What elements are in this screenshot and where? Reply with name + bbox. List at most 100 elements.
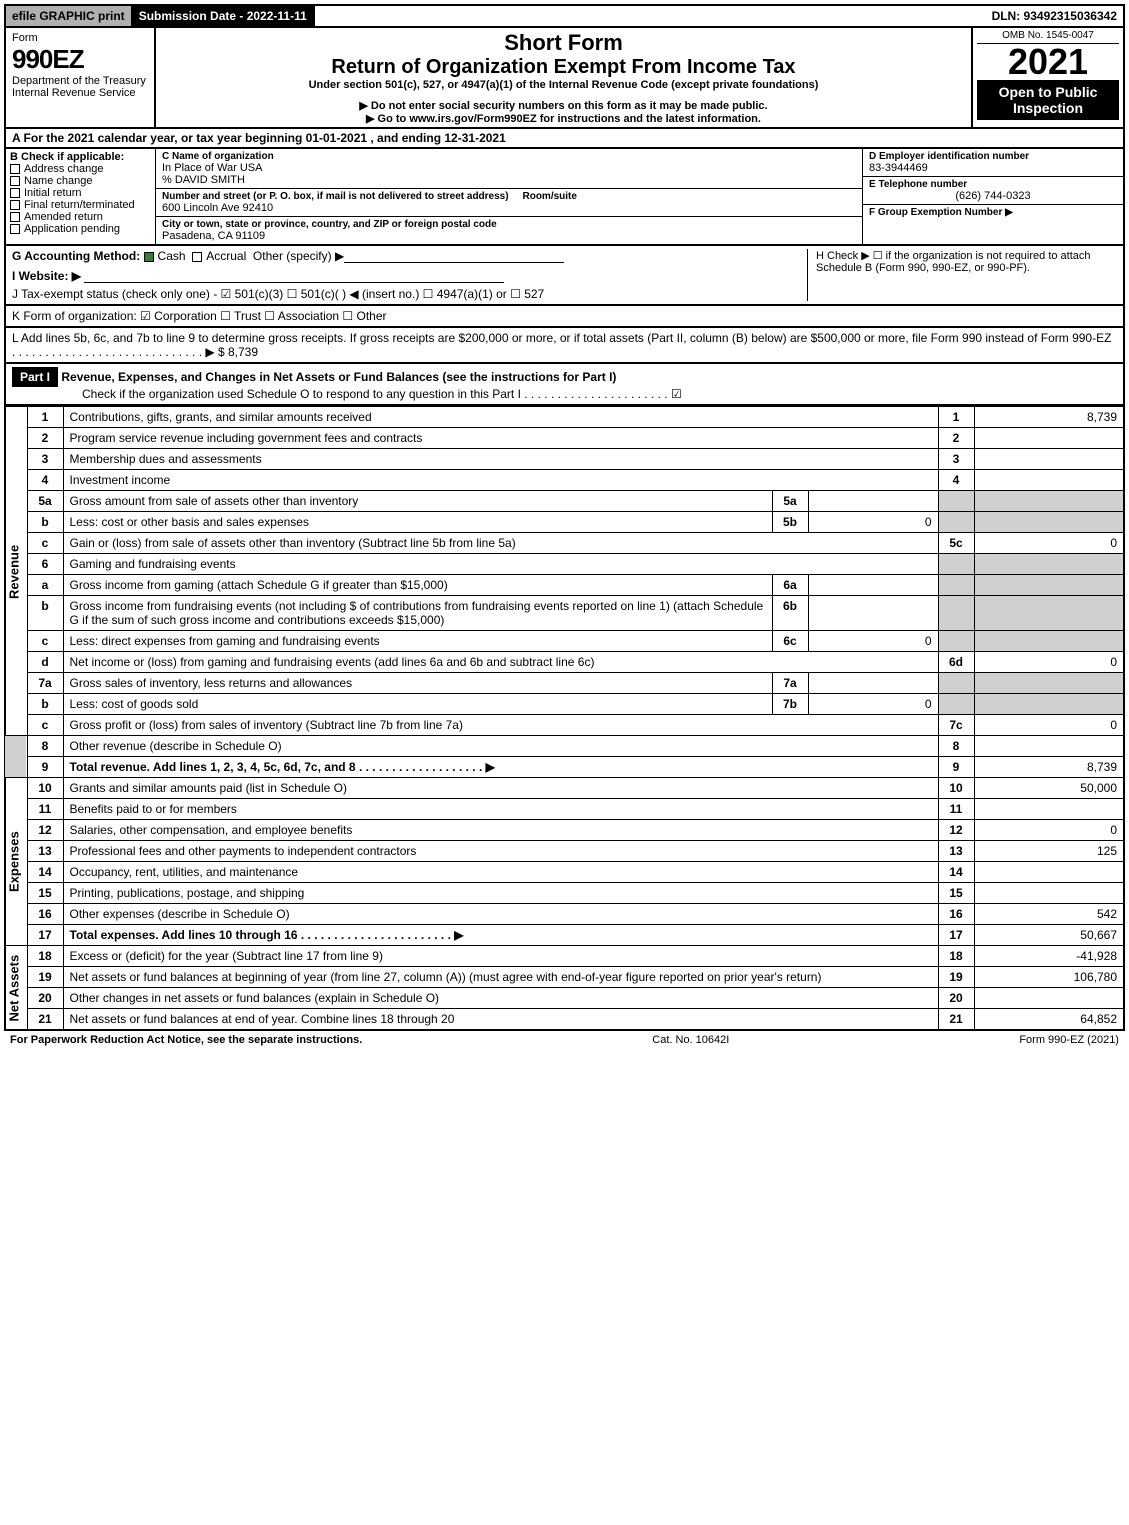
- l5b-num: b: [27, 512, 63, 533]
- l5b-subnum: 5b: [772, 512, 808, 533]
- form-number: 990EZ: [12, 44, 148, 75]
- l17-desc-text: Total expenses. Add lines 10 through 16 …: [70, 928, 464, 942]
- efile-print-button[interactable]: efile GRAPHIC print: [6, 6, 133, 26]
- l6a-amt: [974, 575, 1124, 596]
- form-title: Return of Organization Exempt From Incom…: [162, 56, 965, 79]
- l9-num: 9: [27, 757, 63, 778]
- netassets-vertical-label: Net Assets: [5, 946, 27, 1031]
- l16-amt: 542: [974, 904, 1124, 925]
- header-right: OMB No. 1545-0047 2021 Open to Public In…: [973, 28, 1123, 127]
- l7a-subnum: 7a: [772, 673, 808, 694]
- chk-address-change-label: Address change: [24, 163, 104, 175]
- footer-left: For Paperwork Reduction Act Notice, see …: [10, 1034, 362, 1046]
- l6c-subnum: 6c: [772, 631, 808, 652]
- l3-desc: Membership dues and assessments: [63, 449, 938, 470]
- dept-treasury: Department of the Treasury: [12, 75, 148, 87]
- expenses-vertical-label: Expenses: [5, 778, 27, 946]
- chk-final-return[interactable]: Final return/terminated: [10, 199, 151, 211]
- form-word: Form: [12, 32, 148, 44]
- l14-rnum: 14: [938, 862, 974, 883]
- chk-application-pending[interactable]: Application pending: [10, 223, 151, 235]
- l18-rnum: 18: [938, 946, 974, 967]
- l6b-amt: [974, 596, 1124, 631]
- l17-num: 17: [27, 925, 63, 946]
- chk-cash[interactable]: [144, 252, 154, 262]
- l3-rnum: 3: [938, 449, 974, 470]
- l12-desc: Salaries, other compensation, and employ…: [63, 820, 938, 841]
- l6c-rnum: [938, 631, 974, 652]
- chk-name-change[interactable]: Name change: [10, 175, 151, 187]
- l1-rnum: 1: [938, 407, 974, 428]
- l21-rnum: 21: [938, 1009, 974, 1031]
- l18-amt: -41,928: [974, 946, 1124, 967]
- l8-rnum: 8: [938, 736, 974, 757]
- l8-desc: Other revenue (describe in Schedule O): [63, 736, 938, 757]
- other-specify-input[interactable]: [344, 249, 564, 263]
- part1-title: Revenue, Expenses, and Changes in Net As…: [61, 370, 616, 384]
- revenue-vertical-label: Revenue: [5, 407, 27, 736]
- chk-amended-return[interactable]: Amended return: [10, 211, 151, 223]
- column-d: D Employer identification number 83-3944…: [863, 149, 1123, 244]
- chk-accrual[interactable]: [192, 252, 202, 262]
- instructions-link[interactable]: ▶ Go to www.irs.gov/Form990EZ for instru…: [162, 112, 965, 125]
- l7b-amt: [974, 694, 1124, 715]
- l4-num: 4: [27, 470, 63, 491]
- ein-value: 83-3944469: [869, 162, 1117, 174]
- l6a-desc: Gross income from gaming (attach Schedul…: [63, 575, 772, 596]
- line-l-text: L Add lines 5b, 6c, and 7b to line 9 to …: [12, 331, 1111, 359]
- l7c-rnum: 7c: [938, 715, 974, 736]
- other-label: Other (specify) ▶: [253, 249, 344, 263]
- l15-desc: Printing, publications, postage, and shi…: [63, 883, 938, 904]
- top-bar: efile GRAPHIC print Submission Date - 20…: [4, 4, 1125, 28]
- l6c-num: c: [27, 631, 63, 652]
- l18-desc: Excess or (deficit) for the year (Subtra…: [63, 946, 938, 967]
- l4-amt: [974, 470, 1124, 491]
- l5a-subnum: 5a: [772, 491, 808, 512]
- accrual-label: Accrual: [206, 249, 246, 263]
- ein-label: D Employer identification number: [869, 151, 1117, 162]
- l7a-num: 7a: [27, 673, 63, 694]
- l6d-rnum: 6d: [938, 652, 974, 673]
- chk-address-change[interactable]: Address change: [10, 163, 151, 175]
- l7b-num: b: [27, 694, 63, 715]
- chk-name-change-label: Name change: [24, 175, 93, 187]
- website-input[interactable]: [84, 269, 504, 283]
- street-label: Number and street (or P. O. box, if mail…: [162, 191, 509, 202]
- l3-num: 3: [27, 449, 63, 470]
- l5b-rnum: [938, 512, 974, 533]
- l6b-subnum: 6b: [772, 596, 808, 631]
- l2-num: 2: [27, 428, 63, 449]
- submission-date-button[interactable]: Submission Date - 2022-11-11: [133, 6, 315, 26]
- l8-amt: [974, 736, 1124, 757]
- l5a-desc: Gross amount from sale of assets other t…: [63, 491, 772, 512]
- l19-rnum: 19: [938, 967, 974, 988]
- l12-num: 12: [27, 820, 63, 841]
- l19-num: 19: [27, 967, 63, 988]
- l1-amt: 8,739: [974, 407, 1124, 428]
- group-exemption-label: F Group Exemption Number ▶: [869, 207, 1117, 218]
- org-name-label: C Name of organization: [162, 151, 856, 162]
- l21-amt: 64,852: [974, 1009, 1124, 1031]
- l7a-desc: Gross sales of inventory, less returns a…: [63, 673, 772, 694]
- l6-amt: [974, 554, 1124, 575]
- room-label: Room/suite: [522, 191, 576, 202]
- l15-amt: [974, 883, 1124, 904]
- l2-amt: [974, 428, 1124, 449]
- l9-rnum: 9: [938, 757, 974, 778]
- chk-final-return-label: Final return/terminated: [24, 199, 135, 211]
- line-l-amount: $ 8,739: [218, 345, 258, 359]
- l15-num: 15: [27, 883, 63, 904]
- chk-initial-return[interactable]: Initial return: [10, 187, 151, 199]
- l6d-amt: 0: [974, 652, 1124, 673]
- l9-desc-text: Total revenue. Add lines 1, 2, 3, 4, 5c,…: [70, 760, 495, 774]
- l11-num: 11: [27, 799, 63, 820]
- l7b-subnum: 7b: [772, 694, 808, 715]
- l5a-amt: [974, 491, 1124, 512]
- l5c-num: c: [27, 533, 63, 554]
- l6b-rnum: [938, 596, 974, 631]
- column-c: C Name of organization In Place of War U…: [156, 149, 863, 244]
- l14-num: 14: [27, 862, 63, 883]
- l10-desc: Grants and similar amounts paid (list in…: [63, 778, 938, 799]
- l6d-desc: Net income or (loss) from gaming and fun…: [63, 652, 938, 673]
- open-to-public: Open to Public Inspection: [977, 80, 1119, 120]
